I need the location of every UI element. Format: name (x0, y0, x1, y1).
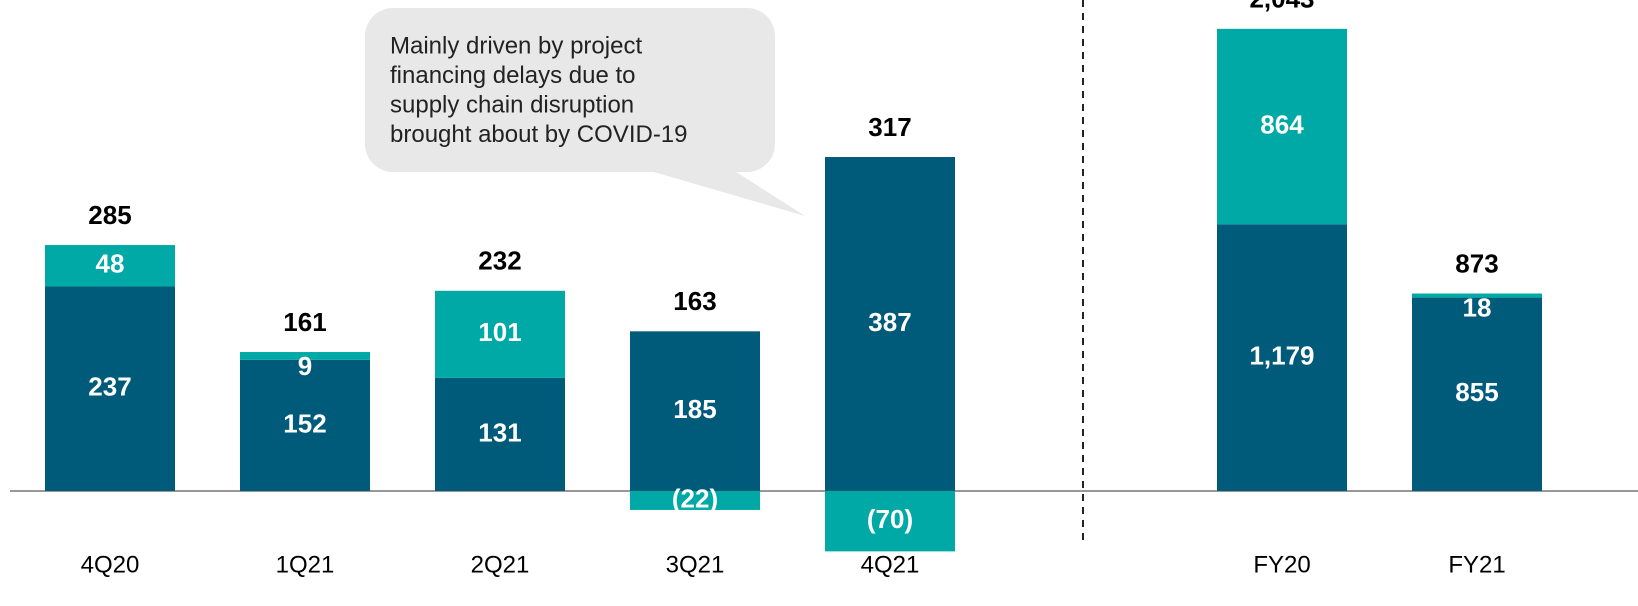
bar-segment (435, 290, 565, 378)
segment-label: 131 (478, 417, 521, 447)
callout (365, 8, 805, 216)
segment-label: 18 (1463, 292, 1492, 322)
callout-text: Mainly driven by project (390, 32, 642, 59)
bar-segment (45, 286, 175, 491)
total-label: 317 (868, 112, 911, 142)
total-label: 2,043 (1249, 0, 1314, 14)
total-label: 232 (478, 246, 521, 276)
callout-text: financing delays due to (390, 62, 636, 89)
bar-segment (825, 490, 955, 552)
x-tick-label: FY20 (1253, 551, 1310, 578)
segment-label: 864 (1260, 109, 1304, 139)
bar-segment (45, 245, 175, 287)
segment-label: (70) (867, 504, 913, 534)
total-label: 873 (1455, 248, 1498, 278)
total-label: 161 (283, 307, 326, 337)
segment-label: 855 (1455, 377, 1498, 407)
bar-segment (240, 352, 370, 360)
bar-segment (435, 377, 565, 491)
callout-pointer (640, 168, 805, 216)
x-tick-label: 3Q21 (666, 551, 725, 578)
x-tick-label: 4Q20 (81, 551, 140, 578)
bar-segment (1217, 28, 1347, 225)
x-tick-label: FY21 (1448, 551, 1505, 578)
bar-segment (825, 157, 955, 491)
x-tick-label: 4Q21 (861, 551, 920, 578)
x-tick-label: 2Q21 (471, 551, 530, 578)
bar-segment (630, 331, 760, 491)
total-label: 285 (88, 200, 131, 230)
segment-label: 1,179 (1249, 341, 1314, 371)
callout-box (365, 8, 775, 172)
segment-label: 48 (96, 249, 125, 279)
bar-segment (1412, 297, 1542, 492)
total-label: 163 (673, 286, 716, 316)
segment-label: (22) (672, 483, 718, 513)
bar-segment (1412, 293, 1542, 298)
segment-label: 387 (868, 307, 911, 337)
segment-label: 185 (673, 394, 716, 424)
x-tick-label: 1Q21 (276, 551, 335, 578)
segment-label: 152 (283, 408, 326, 438)
bar-segment (240, 359, 370, 491)
bar-segment (1217, 224, 1347, 492)
bar-segment (630, 490, 760, 510)
callout-text: brought about by COVID-19 (390, 121, 688, 148)
segment-label: 101 (478, 317, 521, 347)
segment-label: 9 (298, 351, 312, 381)
segment-label: 237 (88, 372, 131, 402)
callout-text: supply chain disruption (390, 91, 634, 118)
